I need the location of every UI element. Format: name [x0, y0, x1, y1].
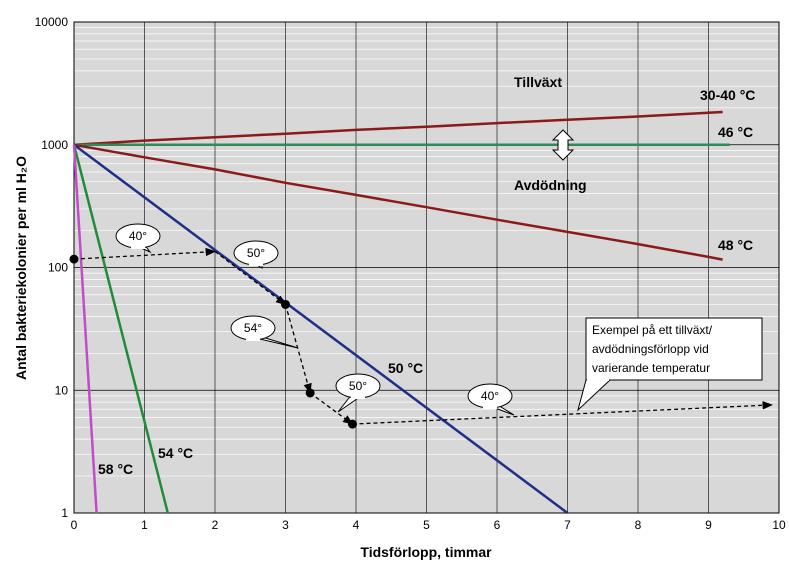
bubble-label: 40°	[129, 229, 147, 243]
y-axis-label: Antal bakteriekolonier per ml H₂O	[13, 156, 29, 380]
y-tick-label: 100	[48, 261, 68, 275]
y-tick-label: 10	[55, 383, 69, 397]
series-line	[73, 143, 723, 261]
plot-frame	[73, 21, 780, 514]
example-segment	[309, 392, 354, 425]
example-note-line-1: Exempel på ett tillväxt/	[592, 323, 713, 337]
example-point	[69, 254, 79, 264]
x-tick-label: 0	[71, 518, 78, 532]
annotation-avdodning: Avdödning	[514, 177, 587, 193]
series-label: 30-40 °C	[700, 87, 755, 103]
x-tick-label: 6	[494, 518, 501, 532]
x-tick-label: 8	[635, 518, 642, 532]
example-path: 40° 50° 54° 50° 40°	[69, 223, 773, 429]
double-arrow-icon	[551, 129, 575, 161]
bubble-join	[483, 404, 497, 409]
x-tick-label: 7	[564, 518, 571, 532]
bubble-join	[249, 261, 263, 266]
series-lines: 30-40 °C 46 °C 48 °C 50 °C 54 °C 58 °C	[72, 87, 755, 515]
x-tick-label: 10	[772, 518, 786, 532]
y-tick-label: 1	[61, 506, 68, 520]
example-segment	[73, 247, 217, 260]
series-line	[72, 144, 170, 514]
x-tick-label: 3	[282, 518, 289, 532]
bubble-label: 50°	[247, 246, 265, 260]
y-tick-label: 10000	[35, 15, 69, 29]
example-note-line-3: varierande temperatur	[592, 361, 710, 375]
example-point	[281, 299, 290, 309]
example-point	[347, 419, 357, 429]
series-label: 46 °C	[718, 124, 753, 140]
bubble-join	[131, 244, 145, 249]
bubble-label: 54°	[244, 321, 262, 335]
example-note-line-2: avdödningsförlopp vid	[592, 342, 709, 356]
x-axis-label: Tidsförlopp, timmar	[360, 544, 492, 560]
bubble-join	[246, 336, 260, 341]
annotation-tillvaxt: Tillväxt	[514, 74, 562, 90]
example-segment	[214, 250, 287, 306]
series-label: 58 °C	[98, 461, 133, 477]
bubble-label: 50°	[349, 379, 367, 393]
series-line	[73, 143, 569, 515]
x-tick-label: 9	[705, 518, 712, 532]
example-segment	[284, 304, 312, 394]
series-line	[72, 144, 98, 514]
bubble-label: 40°	[481, 389, 499, 403]
bubble-join	[351, 394, 365, 399]
x-tick-label: 5	[423, 518, 430, 532]
x-tick-label: 1	[141, 518, 148, 532]
example-point	[305, 388, 315, 398]
series-label: 54 °C	[158, 445, 193, 461]
series-line	[73, 110, 723, 147]
x-tick-label: 2	[212, 518, 219, 532]
x-tick-label: 4	[353, 518, 360, 532]
series-label: 50 °C	[388, 360, 423, 376]
y-tick-label: 1000	[41, 138, 68, 152]
series-label: 48 °C	[718, 237, 753, 253]
example-note: Exempel på ett tillväxt/ avdödningsförlo…	[577, 317, 763, 412]
